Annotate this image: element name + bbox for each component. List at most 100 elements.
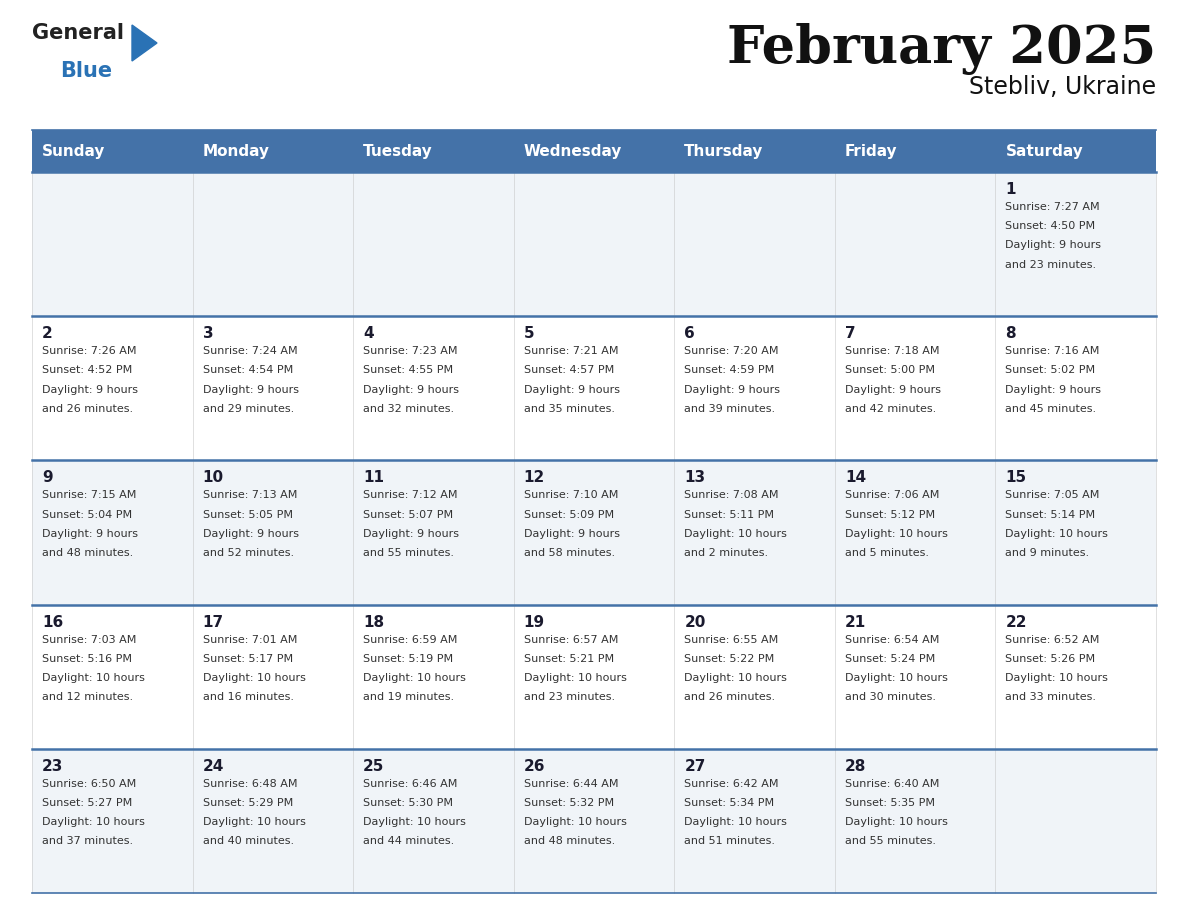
Bar [513, 316, 675, 461]
Text: Sunrise: 7:12 AM: Sunrise: 7:12 AM [364, 490, 457, 500]
Text: 1: 1 [1005, 182, 1016, 197]
Text: 21: 21 [845, 614, 866, 630]
Text: Sunrise: 7:05 AM: Sunrise: 7:05 AM [1005, 490, 1100, 500]
Text: and 58 minutes.: and 58 minutes. [524, 548, 615, 558]
Text: and 55 minutes.: and 55 minutes. [845, 836, 936, 846]
Text: and 48 minutes.: and 48 minutes. [42, 548, 133, 558]
Bar [675, 749, 835, 893]
Text: Sunset: 4:55 PM: Sunset: 4:55 PM [364, 365, 454, 375]
Text: Sunrise: 6:59 AM: Sunrise: 6:59 AM [364, 634, 457, 644]
Bar [192, 172, 353, 316]
Text: Saturday: Saturday [1005, 143, 1083, 159]
Text: Friday: Friday [845, 143, 897, 159]
Text: 27: 27 [684, 759, 706, 774]
Text: and 37 minutes.: and 37 minutes. [42, 836, 133, 846]
Bar [353, 316, 513, 461]
Text: Sunrise: 7:15 AM: Sunrise: 7:15 AM [42, 490, 137, 500]
Text: 8: 8 [1005, 326, 1016, 341]
Text: Sunrise: 7:08 AM: Sunrise: 7:08 AM [684, 490, 779, 500]
Polygon shape [132, 25, 157, 61]
Text: Daylight: 9 hours: Daylight: 9 hours [364, 385, 459, 395]
Text: and 2 minutes.: and 2 minutes. [684, 548, 769, 558]
Text: Sunrise: 6:48 AM: Sunrise: 6:48 AM [203, 778, 297, 789]
Text: 12: 12 [524, 470, 545, 486]
Bar [32, 172, 192, 316]
Text: Daylight: 10 hours: Daylight: 10 hours [1005, 673, 1108, 683]
Text: 26: 26 [524, 759, 545, 774]
Bar [513, 461, 675, 605]
Text: Daylight: 9 hours: Daylight: 9 hours [203, 529, 298, 539]
Text: 6: 6 [684, 326, 695, 341]
Text: Sunrise: 6:44 AM: Sunrise: 6:44 AM [524, 778, 618, 789]
Text: 18: 18 [364, 614, 384, 630]
Text: Daylight: 10 hours: Daylight: 10 hours [845, 817, 948, 827]
Bar [675, 172, 835, 316]
Text: Daylight: 10 hours: Daylight: 10 hours [684, 817, 788, 827]
Text: Sunset: 5:17 PM: Sunset: 5:17 PM [203, 654, 292, 664]
Text: and 42 minutes.: and 42 minutes. [845, 404, 936, 414]
Text: and 12 minutes.: and 12 minutes. [42, 692, 133, 702]
Bar [675, 130, 835, 172]
Text: Daylight: 10 hours: Daylight: 10 hours [1005, 529, 1108, 539]
Text: Daylight: 9 hours: Daylight: 9 hours [684, 385, 781, 395]
Text: and 55 minutes.: and 55 minutes. [364, 548, 454, 558]
Text: and 26 minutes.: and 26 minutes. [42, 404, 133, 414]
Text: Daylight: 10 hours: Daylight: 10 hours [845, 529, 948, 539]
Bar [835, 172, 996, 316]
Text: Wednesday: Wednesday [524, 143, 623, 159]
Text: and 33 minutes.: and 33 minutes. [1005, 692, 1097, 702]
Bar [835, 749, 996, 893]
Bar [996, 605, 1156, 749]
Text: Sunrise: 6:57 AM: Sunrise: 6:57 AM [524, 634, 618, 644]
Text: Sunset: 5:00 PM: Sunset: 5:00 PM [845, 365, 935, 375]
Text: 2: 2 [42, 326, 52, 341]
Bar [513, 605, 675, 749]
Text: Daylight: 9 hours: Daylight: 9 hours [1005, 241, 1101, 251]
Text: and 23 minutes.: and 23 minutes. [1005, 260, 1097, 270]
Bar [835, 316, 996, 461]
Bar [353, 172, 513, 316]
Text: Tuesday: Tuesday [364, 143, 432, 159]
Text: and 32 minutes.: and 32 minutes. [364, 404, 454, 414]
Bar [996, 316, 1156, 461]
Text: Sunday: Sunday [42, 143, 106, 159]
Bar [675, 461, 835, 605]
Text: and 26 minutes.: and 26 minutes. [684, 692, 776, 702]
Text: Daylight: 9 hours: Daylight: 9 hours [203, 385, 298, 395]
Text: Sunrise: 6:55 AM: Sunrise: 6:55 AM [684, 634, 778, 644]
Text: Sunrise: 7:06 AM: Sunrise: 7:06 AM [845, 490, 940, 500]
Text: Daylight: 9 hours: Daylight: 9 hours [42, 529, 138, 539]
Text: 5: 5 [524, 326, 535, 341]
Text: 4: 4 [364, 326, 374, 341]
Text: Daylight: 10 hours: Daylight: 10 hours [684, 673, 788, 683]
Bar [32, 461, 192, 605]
Text: and 9 minutes.: and 9 minutes. [1005, 548, 1089, 558]
Text: Daylight: 10 hours: Daylight: 10 hours [845, 673, 948, 683]
Text: Sunset: 5:35 PM: Sunset: 5:35 PM [845, 798, 935, 808]
Text: 15: 15 [1005, 470, 1026, 486]
Bar [835, 130, 996, 172]
Text: 22: 22 [1005, 614, 1026, 630]
Bar [513, 130, 675, 172]
Text: Daylight: 9 hours: Daylight: 9 hours [42, 385, 138, 395]
Text: Daylight: 10 hours: Daylight: 10 hours [364, 673, 466, 683]
Text: 25: 25 [364, 759, 385, 774]
Text: February 2025: February 2025 [727, 23, 1156, 75]
Text: Daylight: 9 hours: Daylight: 9 hours [524, 385, 620, 395]
Text: Sunrise: 6:50 AM: Sunrise: 6:50 AM [42, 778, 137, 789]
Text: Sunset: 4:54 PM: Sunset: 4:54 PM [203, 365, 292, 375]
Text: Daylight: 10 hours: Daylight: 10 hours [524, 673, 626, 683]
Text: Sunrise: 7:16 AM: Sunrise: 7:16 AM [1005, 346, 1100, 356]
Text: Daylight: 9 hours: Daylight: 9 hours [1005, 385, 1101, 395]
Text: Sunset: 5:11 PM: Sunset: 5:11 PM [684, 509, 775, 520]
Bar [192, 605, 353, 749]
Text: Daylight: 10 hours: Daylight: 10 hours [684, 529, 788, 539]
Bar [996, 172, 1156, 316]
Text: Sunrise: 7:24 AM: Sunrise: 7:24 AM [203, 346, 297, 356]
Text: Sunset: 5:07 PM: Sunset: 5:07 PM [364, 509, 454, 520]
Text: Daylight: 10 hours: Daylight: 10 hours [42, 817, 145, 827]
Text: 23: 23 [42, 759, 63, 774]
Text: Sunrise: 7:01 AM: Sunrise: 7:01 AM [203, 634, 297, 644]
Text: 17: 17 [203, 614, 223, 630]
Text: 10: 10 [203, 470, 223, 486]
